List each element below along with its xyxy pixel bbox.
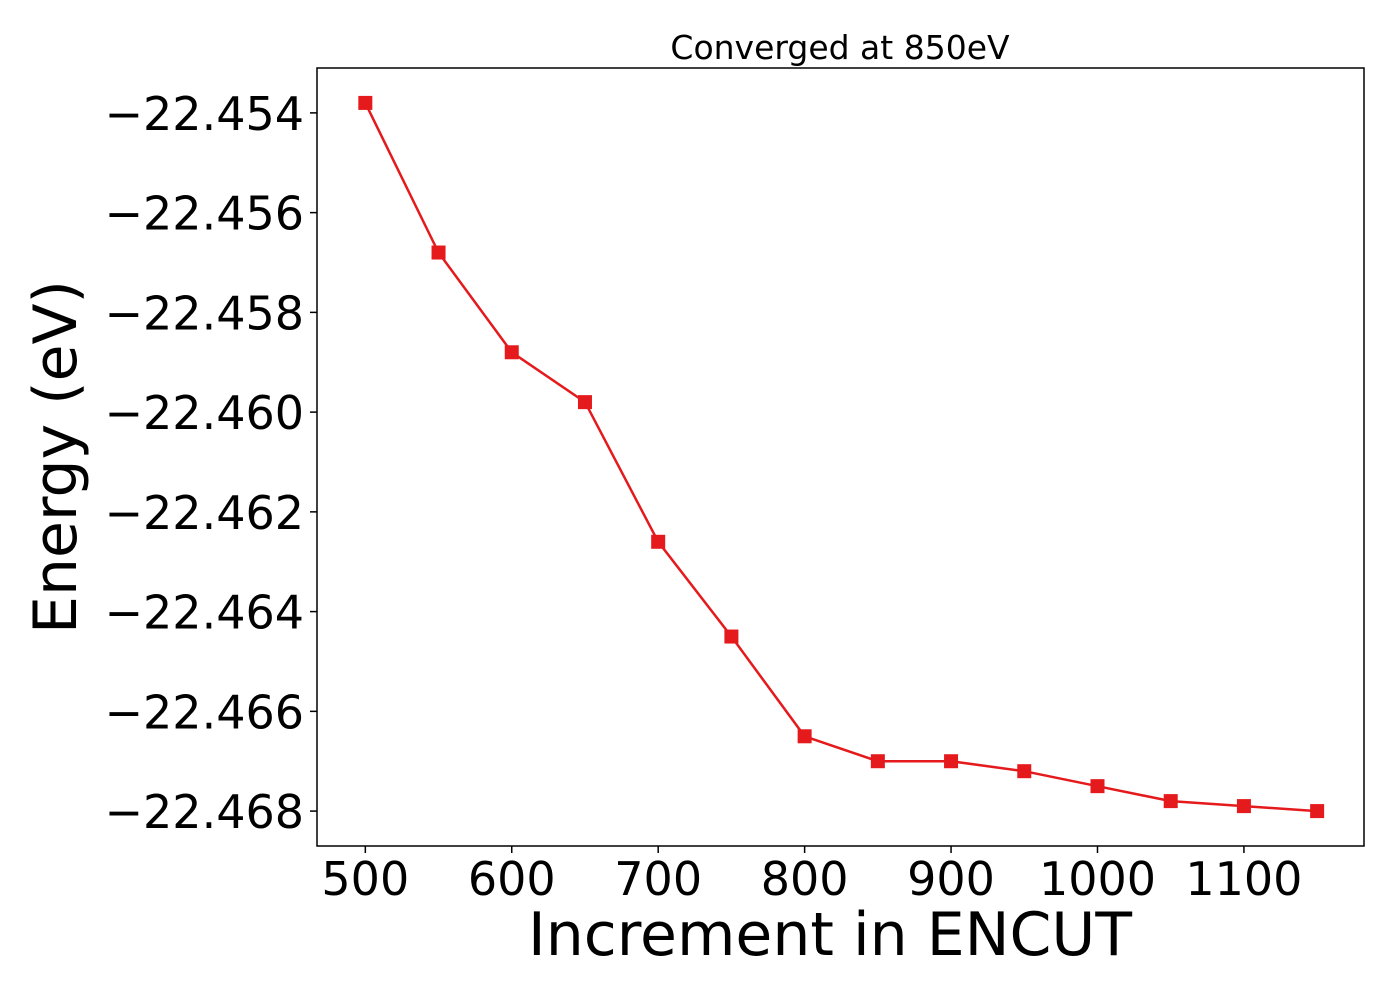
y-tick-label: −22.468: [105, 785, 305, 839]
data-point: [870, 754, 885, 769]
x-tick-label: 700: [614, 852, 702, 906]
y-tick-label: −22.466: [105, 685, 305, 739]
data-point: [1236, 799, 1251, 814]
data-point: [944, 754, 959, 769]
data-point: [1017, 764, 1032, 779]
data-point: [504, 345, 519, 360]
x-tick-label: 1000: [1039, 852, 1156, 906]
data-point: [1310, 804, 1325, 819]
data-point: [431, 245, 446, 260]
y-axis-label: Energy (eV): [21, 280, 91, 634]
data-point: [651, 534, 666, 549]
data-point: [724, 629, 739, 644]
x-axis: 500 600 700 800 900 1000 1100: [321, 846, 1302, 906]
series-line: [364, 102, 1318, 813]
y-tick-label: −22.464: [105, 586, 305, 640]
data-point: [797, 729, 812, 744]
x-tick-label: 800: [761, 852, 849, 906]
chart-title: Converged at 850eV: [670, 28, 1010, 67]
x-tick-label: 900: [907, 852, 995, 906]
series-layer: [358, 95, 1325, 819]
y-tick-label: −22.456: [105, 187, 305, 241]
plot-frame: [316, 67, 1365, 847]
data-point: [1163, 794, 1178, 809]
y-axis: −22.454 −22.456 −22.458 −22.460 −22.462 −22.4…: [105, 87, 317, 839]
data-point: [1090, 779, 1105, 794]
data-point: [358, 95, 373, 110]
x-tick-label: 600: [468, 852, 556, 906]
x-tick-label: 1100: [1185, 852, 1302, 906]
data-point: [577, 395, 592, 410]
x-axis-label: Increment in ENCUT: [528, 900, 1132, 970]
y-tick-label: −22.454: [105, 87, 305, 141]
y-tick-label: −22.458: [105, 286, 305, 340]
y-tick-label: −22.462: [105, 486, 305, 540]
y-tick-label: −22.460: [105, 386, 305, 440]
x-tick-label: 500: [321, 852, 409, 906]
